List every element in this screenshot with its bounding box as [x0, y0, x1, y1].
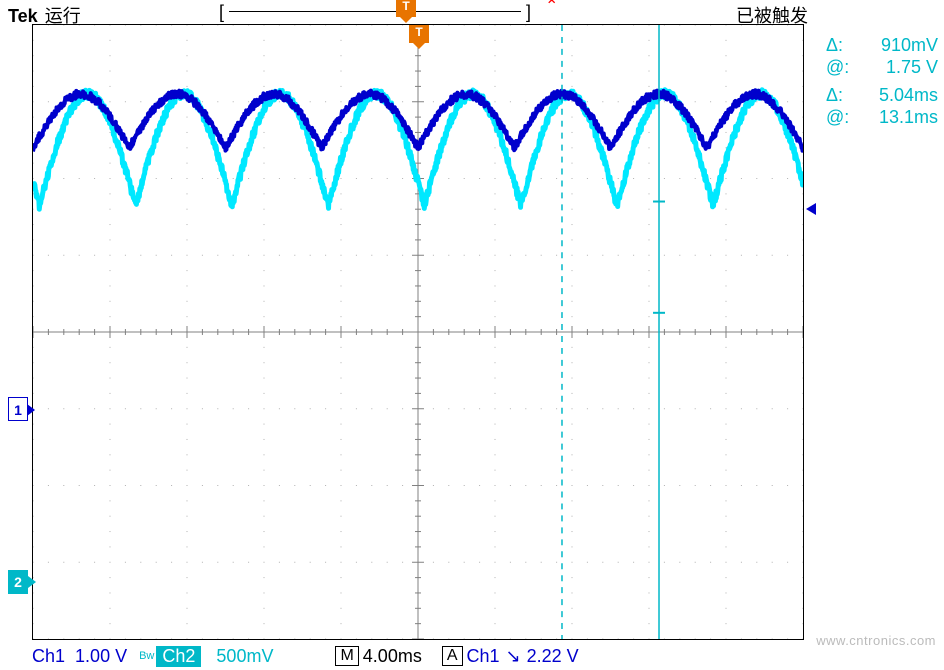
trigger-level-arrow-icon	[806, 203, 816, 215]
oscilloscope-screenshot: Tek 运行 [ ] T ⌃ 已被触发 T 1 2 Δ:910mV @:1.75…	[0, 0, 944, 670]
ch2-scale: 500mV	[211, 646, 273, 667]
timebase-value: 4.00ms	[363, 646, 422, 667]
vcursor-delta-value: 910mV	[850, 34, 938, 56]
timebase-readout: M 4.00ms	[335, 646, 421, 667]
cursors	[33, 25, 803, 639]
ch1-label: Ch1	[32, 646, 65, 667]
trigger-readout: A Ch1 ↘ 2.22 V	[442, 646, 579, 667]
ch1-marker-label: 1	[14, 402, 22, 418]
waveform-display: T	[32, 24, 804, 640]
waveforms	[33, 25, 803, 639]
overview-trigger-marker: T	[396, 0, 416, 17]
vcursor-delta-label: Δ:	[826, 34, 850, 56]
trigger-box-label: A	[442, 646, 463, 666]
tcursor-delta-label: Δ:	[826, 84, 850, 106]
timebase-label: M	[335, 646, 358, 666]
tcursor-delta-value: 5.04ms	[850, 84, 938, 106]
ch1-baseline-marker: 1	[8, 397, 28, 421]
trigger-slope-icon: ↘	[506, 646, 521, 667]
cursor-readout: Δ:910mV @:1.75 V Δ:5.04ms @:13.1ms	[826, 34, 938, 128]
bottom-readout-bar: Ch1 1.00 V Bw Ch2 500mV M 4.00ms A Ch1 ↘…	[32, 644, 932, 668]
plot-trigger-marker: T	[409, 25, 429, 43]
ch2-readout: Ch2 500mV	[156, 646, 273, 667]
ch2-baseline-marker: 2	[8, 570, 28, 594]
vcursor-at-value: 1.75 V	[850, 56, 938, 78]
rbracket-icon: ]	[526, 2, 531, 23]
ch2-marker-label: 2	[14, 574, 22, 590]
graticule	[33, 25, 803, 639]
ch2-bw-badge: Bw	[139, 650, 154, 662]
lbracket-icon: [	[219, 2, 224, 23]
tcursor-at-label: @:	[826, 106, 850, 128]
ch1-scale: 1.00 V	[75, 646, 127, 667]
ch1-readout: Ch1 1.00 V	[32, 646, 127, 667]
ch2-label: Ch2	[156, 646, 201, 667]
overview-line	[229, 11, 521, 12]
trigger-level: 2.22 V	[527, 646, 579, 667]
record-overview: [ ]	[225, 4, 525, 18]
run-state: 运行	[45, 6, 81, 26]
tcursor-at-value: 13.1ms	[850, 106, 938, 128]
watermark-text: www.cntronics.com	[816, 633, 936, 648]
top-status-bar: Tek 运行 [ ] T ⌃ 已被触发	[0, 0, 944, 24]
vcursor-at-label: @:	[826, 56, 850, 78]
brand-text: Tek	[8, 6, 38, 26]
bw-icon-label: Bw	[139, 650, 154, 662]
overview-red-caret-icon: ⌃	[545, 0, 558, 16]
trigger-source: Ch1	[467, 646, 500, 667]
